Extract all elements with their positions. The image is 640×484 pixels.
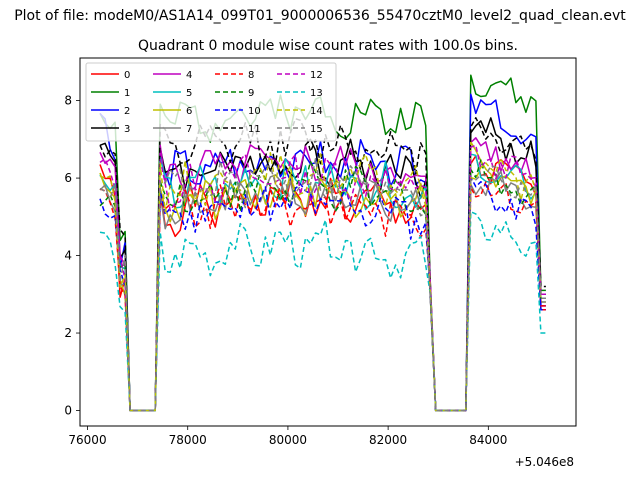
legend-label-12: 12 <box>310 70 323 81</box>
y-tick-label: 4 <box>64 249 72 263</box>
y-tick-label: 2 <box>64 326 72 340</box>
legend-label-11: 11 <box>248 124 261 135</box>
y-axis: 0 2 4 6 8 <box>64 94 80 418</box>
axes-frame <box>79 57 577 427</box>
series-line-3 <box>99 117 546 412</box>
legend-label-4: 4 <box>186 70 192 81</box>
series-line-10 <box>99 176 546 412</box>
legend-box <box>85 62 337 142</box>
chart-title: Quadrant 0 module wise count rates with … <box>138 38 518 54</box>
legend-label-2: 2 <box>124 106 130 117</box>
legend-label-0: 0 <box>124 70 130 81</box>
series-line-4 <box>99 137 546 412</box>
y-tick-label: 0 <box>64 404 72 418</box>
series-line-11 <box>99 117 546 412</box>
legend-label-10: 10 <box>248 106 261 117</box>
legend-label-3: 3 <box>124 124 130 135</box>
x-tick-label: 84000 <box>469 433 507 447</box>
x-tick-label: 80000 <box>269 433 307 447</box>
legend-label-13: 13 <box>310 88 323 99</box>
legend-label-1: 1 <box>124 88 130 99</box>
series-line-14 <box>99 152 546 412</box>
series-line-2 <box>99 93 546 412</box>
series-line-0 <box>99 155 546 412</box>
chart-suptitle: Plot of file: modeM0/AS1A14_099T01_90000… <box>14 8 626 24</box>
x-offset-label: +5.046e8 <box>515 455 574 469</box>
legend-label-5: 5 <box>186 88 192 99</box>
series-line-13 <box>99 211 546 412</box>
x-tick-label: 82000 <box>369 433 407 447</box>
y-tick-label: 8 <box>64 94 72 108</box>
series-line-9 <box>99 159 546 412</box>
plot-area <box>99 74 546 412</box>
series-line-8 <box>99 181 546 412</box>
series-line-6 <box>99 141 546 412</box>
legend-label-15: 15 <box>310 124 323 135</box>
x-tick-label: 78000 <box>169 433 207 447</box>
legend-label-8: 8 <box>248 70 254 81</box>
legend-label-9: 9 <box>248 88 254 99</box>
series-line-15 <box>99 158 546 412</box>
x-axis: 76000 78000 80000 82000 84000 <box>68 426 507 447</box>
legend-label-7: 7 <box>186 124 192 135</box>
y-tick-label: 6 <box>64 171 72 185</box>
legend-label-6: 6 <box>186 106 192 117</box>
legend-label-14: 14 <box>310 106 323 117</box>
x-tick-label: 76000 <box>68 433 106 447</box>
